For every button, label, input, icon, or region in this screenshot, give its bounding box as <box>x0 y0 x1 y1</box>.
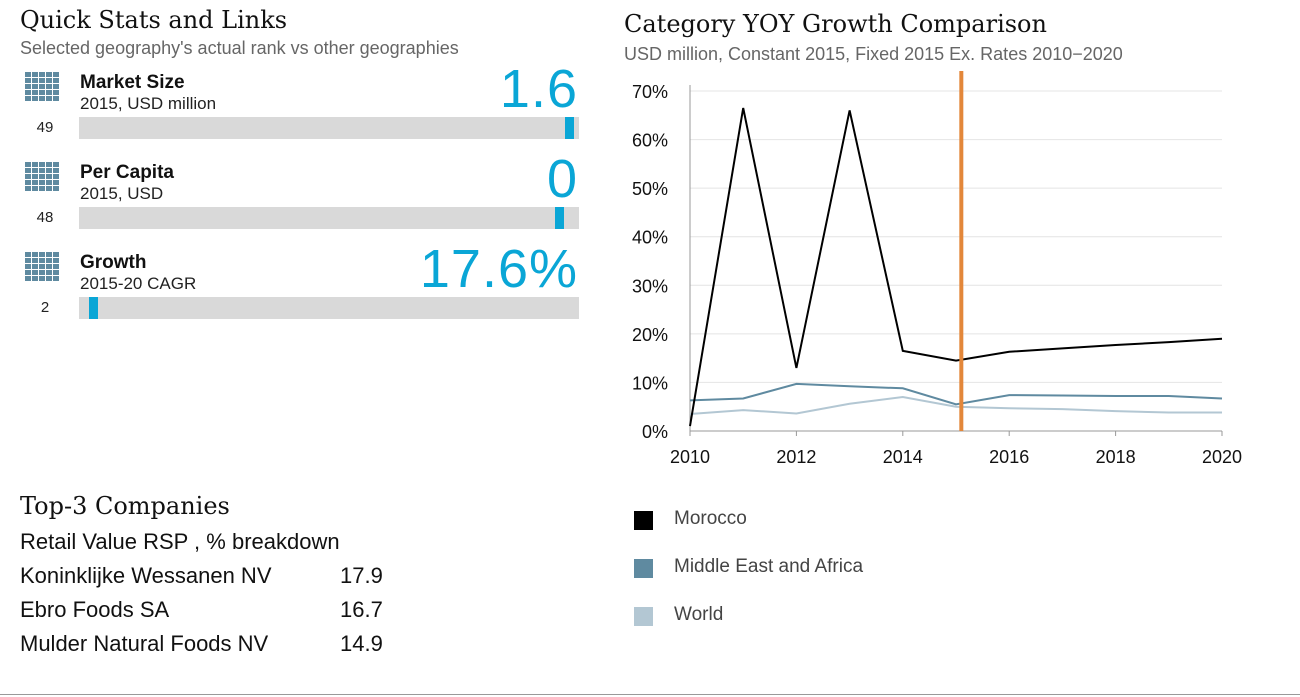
legend-swatch <box>634 559 653 578</box>
y-tick-label: 50% <box>632 179 668 199</box>
legend-item-world[interactable]: World <box>634 604 934 630</box>
legend-label: World <box>674 604 724 625</box>
legend-swatch <box>634 511 653 530</box>
stat-value: 17.6% <box>419 239 578 299</box>
chart-subtitle: USD million, Constant 2015, Fixed 2015 E… <box>624 44 1123 64</box>
chart-title: Category YOY Growth Comparison <box>624 10 1047 38</box>
stat-name: Market Size <box>80 72 185 93</box>
y-tick-label: 30% <box>632 276 668 296</box>
stat-value: 0 <box>546 149 578 209</box>
company-share: 17.9 <box>340 563 383 588</box>
stat-growth[interactable]: Growth 2015-20 CAGR 17.6% 2 <box>0 239 600 330</box>
legend-label: Morocco <box>674 508 747 529</box>
company-name: Koninklijke Wessanen NV <box>20 563 272 588</box>
company-name: Mulder Natural Foods NV <box>20 631 269 656</box>
y-tick-label: 70% <box>632 82 668 102</box>
stat-market-size[interactable]: Market Size 2015, USD million 1.6 49 <box>0 59 600 150</box>
y-tick-label: 20% <box>632 325 668 345</box>
companies-subtitle: Retail Value RSP , % breakdown <box>20 529 340 554</box>
grid-icon <box>25 252 59 281</box>
stat-subtitle: 2015, USD million <box>80 94 217 113</box>
grid-icon <box>25 162 59 191</box>
series-line-middle-east-and-africa <box>689 382 1223 406</box>
x-tick-label: 2020 <box>1202 447 1242 467</box>
legend-label: Middle East and Africa <box>674 556 864 577</box>
stat-rank: 48 <box>36 209 54 226</box>
rank-bar <box>79 207 579 229</box>
y-tick-label: 60% <box>632 131 668 151</box>
x-tick-label: 2018 <box>1096 447 1136 467</box>
company-share: 16.7 <box>340 597 383 622</box>
company-share: 14.9 <box>340 631 383 656</box>
stat-rank: 49 <box>36 119 54 136</box>
stat-name: Per Capita <box>80 162 174 183</box>
x-tick-label: 2010 <box>670 447 710 467</box>
stat-value: 1.6 <box>499 59 578 119</box>
rank-bar <box>79 117 579 139</box>
y-tick-label: 0% <box>642 422 668 442</box>
y-tick-label: 40% <box>632 228 668 248</box>
stat-subtitle: 2015-20 CAGR <box>80 274 197 293</box>
company-row: Ebro Foods SA 16.7 <box>20 597 440 623</box>
rank-marker <box>565 117 574 139</box>
x-tick-label: 2014 <box>883 447 923 467</box>
company-row: Koninklijke Wessanen NV 17.9 <box>20 563 440 589</box>
stat-rank: 2 <box>40 299 50 316</box>
y-tick-label: 10% <box>632 373 668 393</box>
quick-stats-title: Quick Stats and Links <box>20 6 288 34</box>
stat-subtitle: 2015, USD <box>80 184 164 203</box>
legend-item-morocco[interactable]: Morocco <box>634 508 934 534</box>
legend-item-middle-east-africa[interactable]: Middle East and Africa <box>634 556 934 582</box>
company-row: Mulder Natural Foods NV 14.9 <box>20 631 440 657</box>
x-tick-label: 2016 <box>989 447 1029 467</box>
rank-bar <box>79 297 579 319</box>
series-line-morocco <box>689 107 1223 427</box>
stat-name: Growth <box>80 252 147 273</box>
series-line-world <box>689 395 1222 415</box>
grid-icon <box>25 72 59 101</box>
rank-marker <box>555 207 564 229</box>
x-tick-label: 2012 <box>776 447 816 467</box>
footer-divider <box>0 694 1300 695</box>
companies-title: Top-3 Companies <box>20 492 230 520</box>
company-name: Ebro Foods SA <box>20 597 170 622</box>
stat-per-capita[interactable]: Per Capita 2015, USD 0 48 <box>0 149 600 240</box>
rank-marker <box>89 297 98 319</box>
quick-stats-subtitle: Selected geography's actual rank vs othe… <box>20 38 459 58</box>
legend-swatch <box>634 607 653 626</box>
